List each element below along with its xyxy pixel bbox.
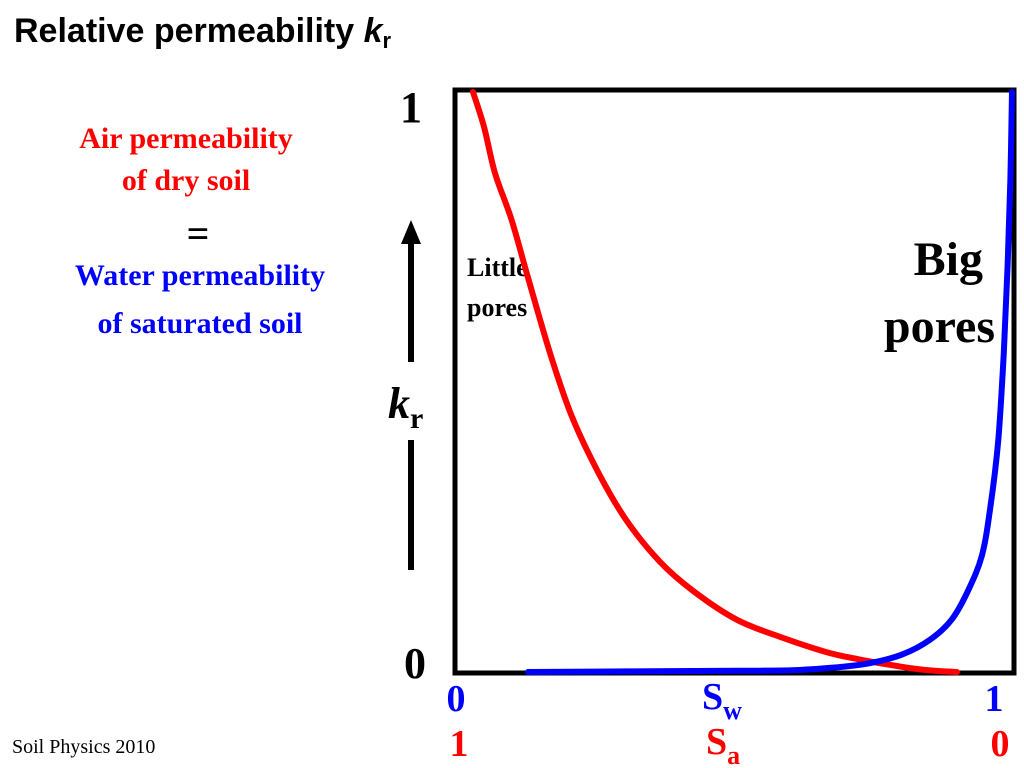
- title-k: k: [363, 12, 383, 50]
- air-line-2: of dry soil: [121, 164, 251, 197]
- sa-label-main: S: [706, 721, 727, 763]
- big-pores-label: Big pores: [884, 233, 995, 353]
- little-pores-line-1: Little: [467, 253, 528, 282]
- plot-frame: [452, 87, 1017, 676]
- air-permeability-curve: [470, 89, 960, 675]
- big-pores-line-2: pores: [884, 300, 995, 353]
- sa-tick-left: 1: [450, 723, 469, 765]
- title-k-subscript: r: [382, 28, 392, 53]
- sw-label-main: S: [702, 676, 723, 718]
- title-text: Relative permeability: [14, 12, 364, 50]
- water-line-1: Water permeability: [74, 259, 326, 292]
- sw-tick-right: 1: [985, 678, 1004, 720]
- slide-title: Relative permeability kr: [14, 12, 391, 54]
- series-layer: [470, 89, 1015, 675]
- sw-label-sub: w: [723, 696, 742, 725]
- equals-sign: =: [186, 211, 210, 256]
- air-permeability-label: Air permeability of dry soil: [0, 118, 372, 202]
- y-arrow-head: [401, 220, 421, 244]
- y-axis-label: kr: [388, 379, 423, 435]
- y-axis-label-sub: r: [410, 402, 423, 435]
- big-pores-line-1: Big: [914, 233, 983, 286]
- water-permeability-label: Water permeability of saturated soil: [0, 252, 400, 348]
- water-permeability-curve: [525, 89, 1015, 675]
- little-pores-label: Little pores: [467, 253, 534, 322]
- sa-tick-right: 0: [991, 723, 1010, 765]
- y-tick-bottom: 0: [404, 639, 426, 688]
- sw-axis-label: Sw: [702, 676, 742, 725]
- air-line-1: Air permeability: [79, 122, 293, 155]
- water-line-2: of saturated soil: [97, 307, 303, 340]
- y-axis-label-main: k: [388, 379, 410, 428]
- sa-axis-label: Sa: [706, 721, 740, 768]
- sw-tick-left: 0: [447, 678, 466, 720]
- little-pores-line-2: pores: [467, 293, 527, 322]
- y-tick-top: 1: [400, 83, 422, 132]
- sa-label-sub: a: [727, 741, 740, 768]
- footer-text: Soil Physics 2010: [12, 736, 156, 758]
